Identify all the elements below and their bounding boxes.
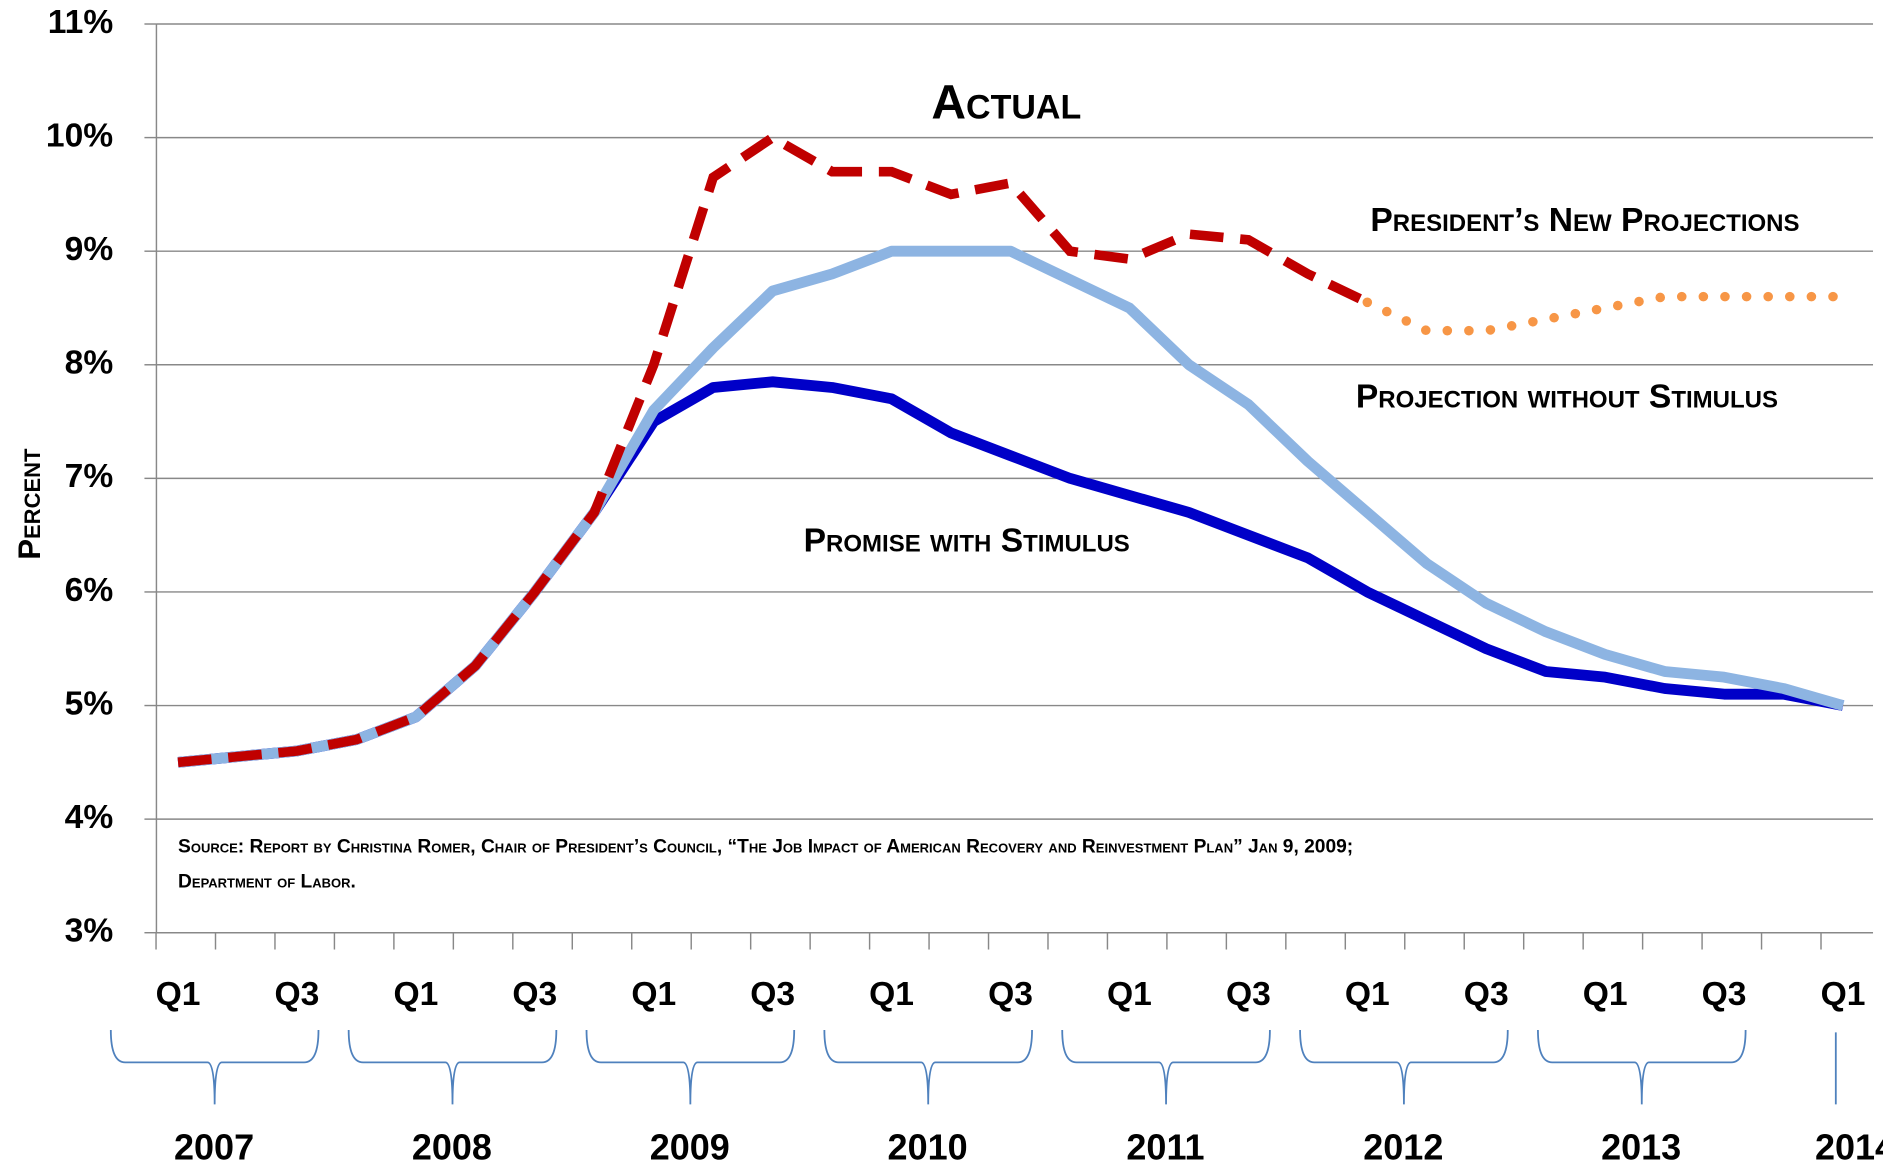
y-tick-label: 7% [65,458,114,495]
y-tick-label: 3% [65,913,114,950]
year-bracket [1537,1029,1747,1105]
y-tick-label: 8% [65,345,114,382]
series-label: Promise with Stimulus [804,522,1130,559]
x-tick-label: Q3 [1226,976,1271,1013]
year-bracket [347,1029,558,1105]
series-label: Projection without Stimulus [1356,378,1778,415]
x-tick-label: Q1 [1107,976,1152,1013]
x-tick-label: Q3 [275,976,320,1013]
y-tick-label: 5% [65,685,114,722]
x-tick-label: Q1 [869,976,914,1013]
y-tick-label: 9% [65,231,114,268]
series-label: President’s New Projections [1370,202,1799,239]
year-label: 2011 [1126,1127,1204,1168]
y-tick-label: 11% [48,4,113,41]
series-line [177,245,1845,768]
year-label: 2009 [650,1127,730,1168]
series-line [177,131,1370,768]
x-tick-label: Q1 [156,976,201,1013]
y-tick-label: 4% [65,799,114,836]
year-label: 2012 [1363,1127,1443,1168]
source-note: Source: Report by Christina Romer, Chair… [178,837,1353,858]
year-bracket [585,1029,796,1105]
y-axis-label: Percent [12,448,47,560]
source-note: Department of Labor. [178,871,356,892]
year-label: 2014 [1815,1127,1883,1168]
x-tick-label: Q3 [512,976,557,1013]
x-tick-label: Q1 [1345,976,1390,1013]
x-tick-label: Q1 [1583,976,1628,1013]
x-tick-label: Q1 [631,976,676,1013]
x-tick-label: Q3 [988,976,1033,1013]
x-tick-label: Q3 [1464,976,1509,1013]
x-tick-label: Q1 [393,976,438,1013]
year-bracket [1299,1029,1509,1105]
year-label: 2013 [1601,1127,1681,1168]
series-line [1362,291,1848,336]
x-tick-label: Q3 [1702,976,1747,1013]
y-tick-label: 6% [65,572,114,609]
year-label: 2008 [412,1127,492,1168]
year-bracket [1061,1029,1271,1105]
year-label: 2007 [174,1127,254,1168]
year-bracket [109,1029,320,1105]
series-label: Actual [931,76,1081,129]
x-tick-label: Q3 [750,976,795,1013]
x-tick-label: Q1 [1821,976,1866,1013]
year-bracket [823,1029,1033,1105]
year-label: 2010 [888,1127,968,1168]
y-tick-label: 10% [46,117,113,154]
